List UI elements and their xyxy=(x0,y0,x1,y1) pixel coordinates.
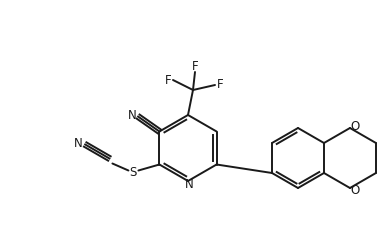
Text: F: F xyxy=(165,73,171,87)
Text: F: F xyxy=(192,60,198,73)
Text: S: S xyxy=(130,166,137,179)
Text: N: N xyxy=(74,137,83,150)
Text: O: O xyxy=(350,119,359,132)
Text: N: N xyxy=(185,178,193,191)
Text: F: F xyxy=(217,78,223,91)
Text: O: O xyxy=(350,184,359,197)
Text: N: N xyxy=(128,109,136,122)
